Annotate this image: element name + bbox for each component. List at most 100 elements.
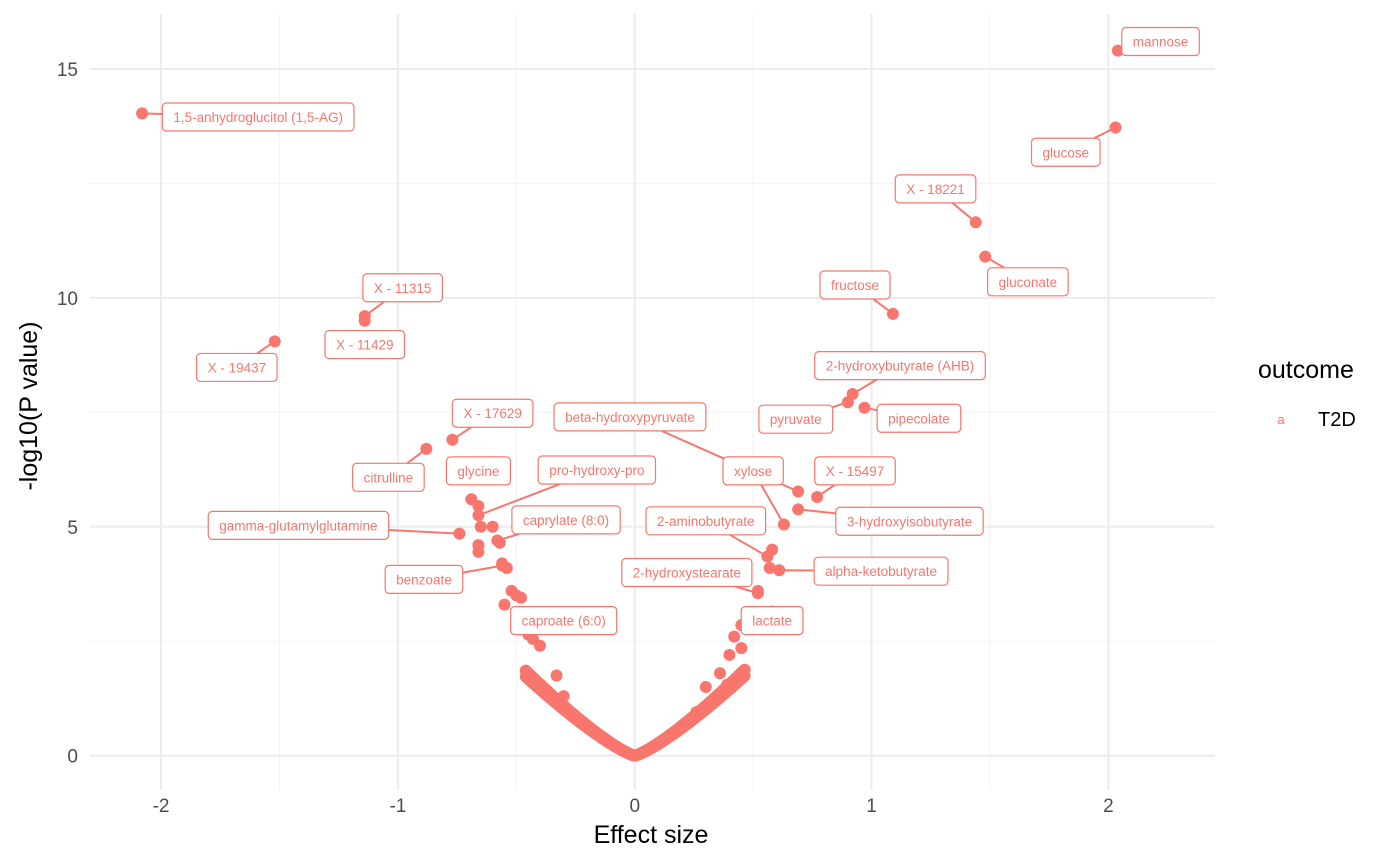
- data-point: [728, 630, 741, 643]
- point-label-box: [553, 402, 707, 432]
- point-label-text: 3-hydroxyisobutyrate: [847, 514, 972, 529]
- point-label-text: gamma-glutamylglutamine: [219, 518, 377, 533]
- labeled-data-point: [472, 509, 485, 522]
- labeled-data-point: [841, 396, 854, 409]
- point-label: 2-aminobutyrate: [645, 506, 767, 536]
- legend-title: outcome: [1258, 356, 1354, 384]
- point-label: pro-hydroxy-pro: [537, 455, 657, 485]
- point-label-box: [537, 455, 657, 485]
- point-label-box: [645, 506, 767, 536]
- point-label-text: glucose: [1043, 145, 1090, 160]
- point-label-text: mannose: [1133, 34, 1189, 49]
- label-connector: [478, 483, 561, 517]
- point-label-text: benzoate: [396, 572, 452, 587]
- point-label: pyruvate: [758, 404, 834, 434]
- point-label-box: [814, 351, 986, 381]
- data-point: [557, 690, 570, 703]
- label-connector: [798, 508, 836, 515]
- data-point: [690, 706, 703, 719]
- labeled-data-point: [979, 250, 992, 263]
- point-label: X - 17629: [451, 398, 534, 428]
- point-label-box: [813, 556, 949, 586]
- point-label-text: beta-hydroxypyruvate: [565, 410, 695, 425]
- labeled-data-point: [491, 534, 504, 547]
- point-label: mannose: [1121, 26, 1200, 57]
- point-label-box: [510, 606, 618, 636]
- labeled-data-point: [453, 527, 466, 540]
- y-tick-label: 5: [67, 518, 78, 539]
- point-label-box: [384, 564, 464, 595]
- point-labels: mannose 1,5-anhydroglucitol (1,5-AG) gluco…: [161, 26, 1200, 636]
- point-label-box: [207, 510, 390, 540]
- point-label-text: X - 19437: [208, 360, 267, 375]
- point-label: citrulline: [352, 462, 425, 492]
- point-label-text: fructose: [831, 278, 879, 293]
- point-label-text: 2-hydroxybutyrate (AHB): [826, 359, 975, 374]
- point-label: 2-hydroxystearate: [621, 557, 753, 588]
- label-connector: [388, 528, 460, 535]
- x-axis-title: Effect size: [594, 821, 709, 849]
- labeled-data-point: [136, 107, 149, 120]
- data-point: [699, 680, 712, 693]
- point-label: X - 15497: [814, 456, 896, 486]
- point-label-box: [835, 506, 984, 536]
- point-label: pipecolate: [876, 403, 962, 433]
- point-label-box: [362, 273, 444, 303]
- point-label-box: [876, 403, 962, 433]
- point-label: 1,5-anhydroglucitol (1,5-AG): [161, 102, 355, 132]
- data-point: [550, 669, 563, 682]
- point-label: fructose: [819, 270, 891, 300]
- point-label: beta-hydroxypyruvate: [553, 402, 707, 432]
- data-point: [714, 667, 726, 680]
- point-label-box: [1121, 26, 1200, 57]
- point-label-text: caprylate (8:0): [523, 513, 609, 528]
- point-label: X - 19437: [195, 352, 278, 383]
- y-tick-label: 10: [57, 289, 78, 310]
- labeled-data-point: [777, 518, 790, 531]
- x-tick-label: -2: [153, 796, 170, 817]
- labeled-data-point: [358, 314, 371, 327]
- labeled-data-point: [446, 433, 459, 446]
- labeled-data-point: [420, 442, 433, 455]
- y-tick-label: 15: [57, 60, 78, 81]
- point-label-box: [894, 174, 977, 204]
- point-label-box: [722, 456, 784, 486]
- point-label: 2-hydroxybutyrate (AHB): [814, 351, 986, 381]
- point-label-text: 1,5-anhydroglucitol (1,5-AG): [173, 110, 343, 125]
- point-label-text: caproate (6:0): [522, 614, 606, 629]
- point-label-text: X - 11315: [374, 281, 432, 296]
- point-label-text: 2-aminobutyrate: [657, 514, 755, 529]
- point-label-text: xylose: [734, 464, 772, 479]
- labeled-data-point: [773, 564, 786, 577]
- labeled-data-point: [858, 401, 871, 414]
- point-label-text: lactate: [752, 614, 792, 629]
- legend: outcome a T2D: [1258, 356, 1356, 431]
- labeled-data-point: [792, 503, 805, 516]
- point-label-text: citrulline: [364, 470, 414, 485]
- point-label-box: [819, 270, 891, 300]
- x-tick-label: 2: [1103, 796, 1114, 817]
- data-point: [738, 669, 751, 682]
- point-label: gluconate: [987, 267, 1069, 297]
- y-axis-title: -log10(P value): [15, 321, 43, 490]
- point-label: benzoate: [384, 564, 464, 595]
- legend-key-glyph: a: [1277, 412, 1285, 427]
- point-label-box: [324, 329, 406, 360]
- point-label: X - 18221: [894, 174, 977, 204]
- point-label-text: glycine: [457, 464, 499, 479]
- point-label-text: alpha-ketobutyrate: [825, 564, 937, 579]
- x-tick-label: -1: [389, 796, 406, 817]
- data-point: [721, 678, 734, 691]
- point-label-text: X - 17629: [463, 406, 522, 421]
- data-point: [571, 713, 584, 726]
- point-label-text: X - 18221: [906, 182, 965, 197]
- point-label-box: [511, 505, 621, 535]
- point-label-box: [740, 606, 804, 636]
- data-point: [735, 642, 748, 655]
- labeled-data-point: [268, 335, 281, 348]
- labeled-data-point: [792, 485, 805, 498]
- point-label-box: [987, 267, 1069, 297]
- point-label-text: gluconate: [999, 275, 1058, 290]
- data-point: [723, 648, 736, 661]
- y-tick-label: 0: [67, 747, 78, 768]
